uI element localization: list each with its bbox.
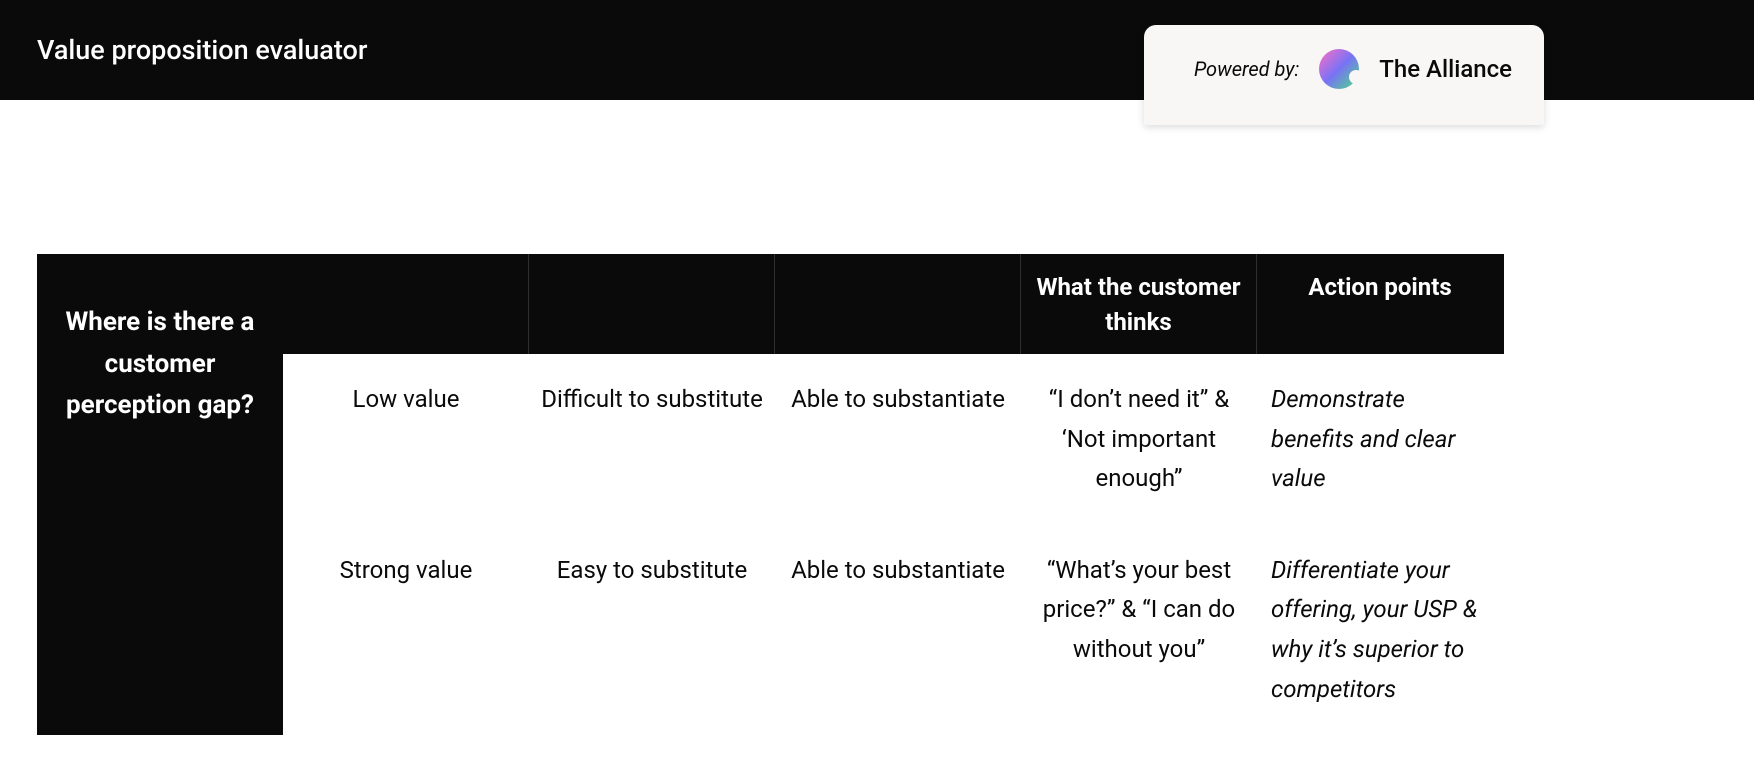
cell-action-points: Differentiate your offering, your USP & …	[1257, 545, 1503, 715]
cell-substitute: Easy to substitute	[529, 545, 775, 715]
table-main: What the customer thinks Action points L…	[283, 254, 1504, 735]
header-bar: Value proposition evaluator Powered by: …	[0, 0, 1754, 100]
column-header-empty-3	[775, 254, 1021, 354]
cell-substantiate: Able to substantiate	[775, 374, 1021, 505]
brand-name: The Alliance	[1379, 55, 1512, 83]
powered-by-label: Powered by:	[1194, 57, 1299, 81]
table-row: Low value Difficult to substitute Able t…	[283, 354, 1504, 525]
table-row: Strong value Easy to substitute Able to …	[283, 525, 1504, 735]
table-header-row: What the customer thinks Action points	[283, 254, 1504, 354]
column-header-empty-1	[283, 254, 529, 354]
column-header-empty-2	[529, 254, 775, 354]
column-header-action-points: Action points	[1257, 254, 1503, 354]
column-header-customer-thinks: What the customer thinks	[1021, 254, 1257, 354]
cell-action-points: Demonstrate benefits and clear value	[1257, 374, 1503, 505]
cell-substitute: Difficult to substitute	[529, 374, 775, 505]
row-header-question: Where is there a customer perception gap…	[37, 254, 283, 735]
alliance-logo-icon	[1319, 49, 1359, 89]
cell-customer-thinks: “What’s your best price?” & “I can do wi…	[1021, 545, 1257, 715]
page-title: Value proposition evaluator	[37, 34, 367, 66]
evaluator-table: Where is there a customer perception gap…	[37, 254, 1504, 735]
powered-by-badge: Powered by: The Alliance	[1144, 25, 1544, 125]
cell-customer-thinks: “I don’t need it” & ‘Not important enoug…	[1021, 374, 1257, 505]
cell-substantiate: Able to substantiate	[775, 545, 1021, 715]
cell-value-level: Strong value	[283, 545, 529, 715]
cell-value-level: Low value	[283, 374, 529, 505]
